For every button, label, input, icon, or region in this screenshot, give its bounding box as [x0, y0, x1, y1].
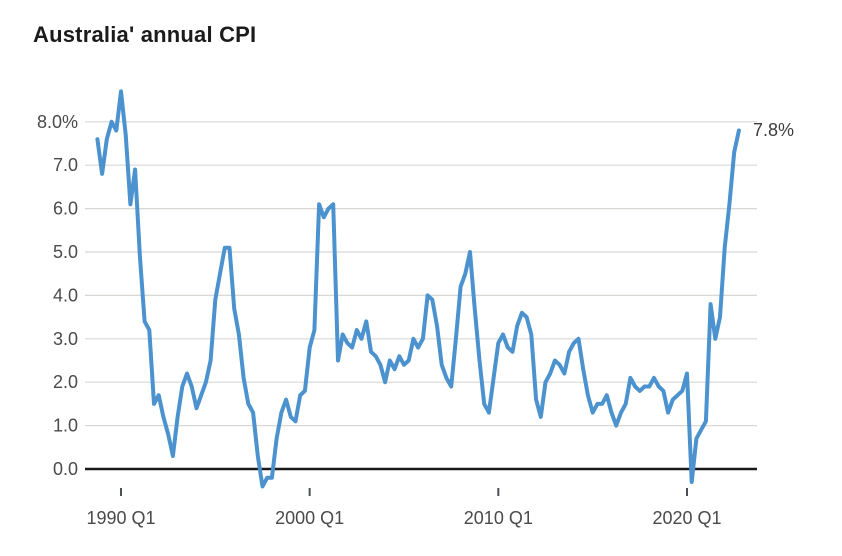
x-axis-label: 2010 Q1 — [464, 508, 533, 528]
cpi-data-line — [95, 89, 741, 489]
y-axis-label: 0.0 — [53, 459, 78, 479]
y-axis-label: 1.0 — [53, 416, 78, 436]
x-axis-label: 2000 Q1 — [275, 508, 344, 528]
y-axis-label: 2.0 — [53, 372, 78, 392]
y-axis-label: 5.0 — [53, 242, 78, 262]
y-axis-label: 7.0 — [53, 155, 78, 175]
y-axis-label: 6.0 — [53, 199, 78, 219]
chart-title: Australia' annual CPI — [33, 22, 257, 47]
y-axis-label: 3.0 — [53, 329, 78, 349]
latest-value-annotation: 7.8% — [753, 120, 795, 140]
y-axis-label: 4.0 — [53, 285, 78, 305]
x-axis-label: 1990 Q1 — [86, 508, 155, 528]
y-axis-label: 8.0% — [37, 112, 78, 132]
x-axis-label: 2020 Q1 — [652, 508, 721, 528]
